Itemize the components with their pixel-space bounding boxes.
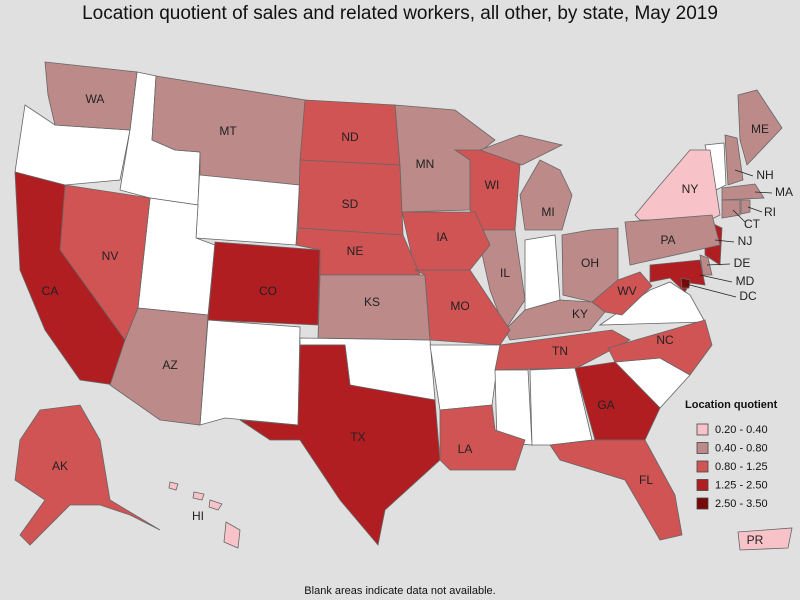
leader-line: [685, 283, 737, 298]
state: [494, 329, 631, 371]
state: [737, 527, 793, 551]
state: [624, 214, 721, 266]
leader-line: [706, 263, 731, 266]
leader-line: [714, 239, 735, 243]
state-label: FL: [639, 473, 653, 487]
legend-swatch: [696, 479, 709, 491]
legend-swatch: [696, 442, 709, 454]
state: [168, 481, 179, 491]
blank-states: [14, 71, 727, 446]
state-label: CT: [744, 217, 761, 231]
state: [239, 344, 441, 546]
footnote: Blank areas indicate data not available.: [304, 585, 495, 597]
state-label: HI: [192, 509, 204, 523]
state-label: MD: [736, 274, 755, 288]
state-label: NJ: [738, 234, 753, 248]
state-label: DC: [739, 289, 757, 303]
state: [192, 491, 205, 501]
state-label: TN: [552, 344, 568, 358]
state-label: TX: [350, 430, 365, 444]
state-label: PA: [660, 233, 675, 247]
state-label: IA: [436, 230, 447, 244]
state: [429, 344, 501, 411]
state: [724, 134, 744, 186]
state: [44, 61, 138, 131]
state-label: MI: [541, 205, 554, 219]
state-label: OH: [581, 256, 599, 270]
state-label: WV: [617, 284, 636, 298]
leader-line: [747, 206, 763, 213]
state: [207, 241, 321, 326]
state-label: MT: [219, 124, 237, 138]
state-label: NV: [102, 249, 119, 263]
state: [504, 299, 606, 341]
state-label: MA: [775, 185, 793, 199]
leader-line: [754, 191, 773, 194]
state: [519, 159, 573, 231]
state-label: NC: [656, 333, 674, 347]
state-labels: WA MT ND SD MN WI MI ME NH MA RI CT NY N…: [42, 92, 793, 547]
state-label: IL: [500, 266, 510, 280]
state: [524, 234, 561, 311]
state-label: LA: [458, 442, 473, 456]
state-label: NH: [756, 168, 773, 182]
legend-title: Location quotient: [685, 399, 778, 411]
state-label: NE: [347, 244, 364, 258]
state: [737, 89, 783, 166]
legend-label: 1.25 - 2.50: [715, 479, 768, 491]
legend: 0.20 - 0.40 0.40 - 0.80 0.80 - 1.25 1.25 - …: [696, 423, 768, 510]
state: [680, 277, 691, 289]
legend-label: 0.20 - 0.40: [715, 424, 768, 436]
state-label: KS: [364, 295, 380, 309]
state: [721, 199, 741, 219]
state-label: AK: [52, 459, 68, 473]
state: [478, 134, 564, 166]
legend-label: 0.40 - 0.80: [715, 442, 768, 454]
state-label: NY: [682, 182, 699, 196]
state-label: PR: [747, 533, 764, 547]
states: [14, 61, 793, 551]
legend-label: 2.50 - 3.50: [715, 498, 768, 510]
state: [439, 404, 526, 471]
state: [721, 183, 765, 201]
leader-line: [699, 274, 733, 283]
legend-label: 0.80 - 1.25: [715, 461, 768, 473]
state-label: CA: [42, 284, 59, 298]
state: [223, 521, 241, 549]
state: [14, 404, 161, 546]
legend-swatch: [696, 497, 709, 510]
legend-swatch: [696, 423, 709, 436]
state: [574, 361, 661, 441]
state: [549, 439, 683, 541]
state: [208, 499, 223, 511]
leader-line: [732, 209, 746, 223]
state-label: GA: [597, 398, 614, 412]
state: [199, 319, 301, 426]
state-label: ME: [751, 122, 769, 136]
state-label: AZ: [162, 358, 177, 372]
state-label: RI: [764, 205, 776, 219]
state-label: KY: [572, 307, 588, 321]
state-label: DE: [734, 256, 751, 270]
state-label: SD: [342, 197, 359, 211]
state-label: MN: [416, 157, 435, 171]
state: [109, 307, 209, 426]
state: [740, 199, 751, 215]
title: Location quotient of sales and related w…: [82, 3, 718, 24]
state-label: MO: [450, 299, 469, 313]
leader-line: [734, 169, 754, 177]
state-label: ND: [341, 130, 359, 144]
state-label: CO: [259, 284, 277, 298]
state-label: WI: [485, 178, 500, 192]
legend-swatch: [696, 460, 709, 473]
state-label: WA: [86, 92, 105, 106]
